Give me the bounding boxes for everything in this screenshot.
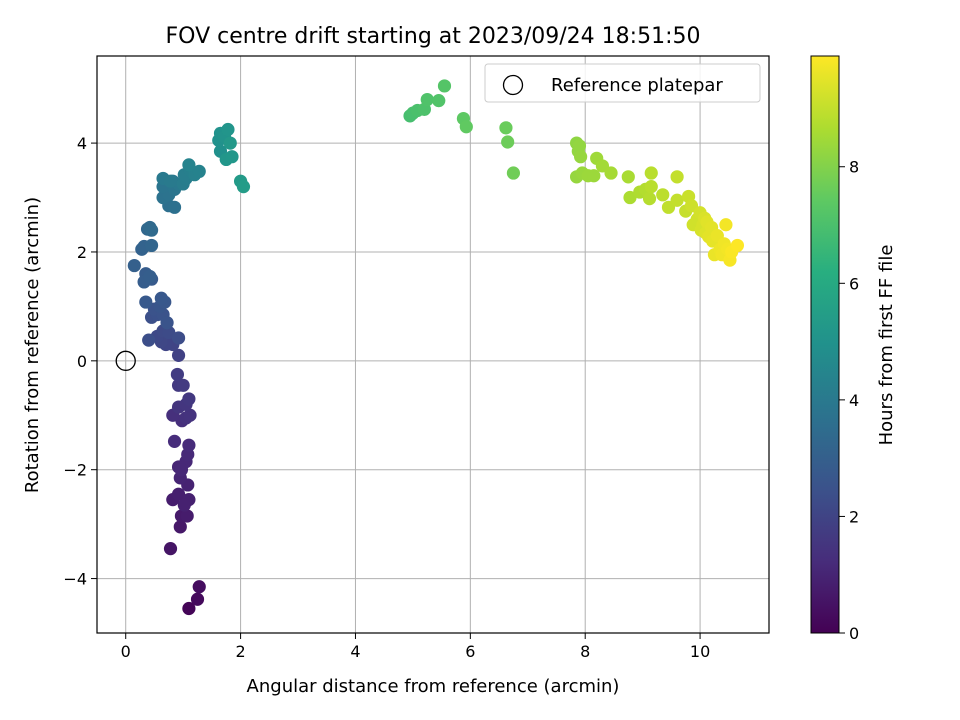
legend-box xyxy=(484,63,761,103)
reference-marker xyxy=(115,350,136,371)
data-point xyxy=(506,166,521,180)
y-axis-ticks: −4 −2 0 2 4 xyxy=(63,134,97,589)
data-point xyxy=(176,378,190,392)
x-axis-title: Angular distance from reference (arcmin) xyxy=(247,676,620,697)
data-point xyxy=(623,190,637,205)
data-point xyxy=(180,509,194,523)
data-point xyxy=(182,392,196,406)
colorbar-tick-label: 0 xyxy=(849,624,859,643)
data-point xyxy=(167,434,182,448)
data-point xyxy=(177,498,191,512)
data-point xyxy=(719,218,733,232)
legend: Reference platepar xyxy=(484,63,761,103)
colorbar-label: Hours from first FF file xyxy=(876,245,897,446)
grid-lines xyxy=(97,56,769,633)
data-point xyxy=(190,592,205,606)
data-point xyxy=(192,580,206,594)
legend-marker xyxy=(502,74,524,96)
data-point xyxy=(171,348,186,362)
data-point xyxy=(183,408,197,422)
data-point xyxy=(604,166,618,180)
data-point xyxy=(167,200,182,214)
data-point xyxy=(432,94,446,108)
x-tick-label: 8 xyxy=(580,642,590,661)
data-point xyxy=(501,135,515,149)
x-tick-label: 6 xyxy=(465,642,475,661)
data-point xyxy=(587,169,601,183)
data-point xyxy=(182,601,196,616)
data-point xyxy=(420,92,434,107)
colorbar-tick-label: 6 xyxy=(849,274,859,293)
data-point xyxy=(163,542,178,556)
data-point xyxy=(182,158,196,172)
data-point xyxy=(142,333,156,347)
reference-point xyxy=(115,350,136,371)
data-point xyxy=(644,166,658,180)
data-point xyxy=(160,316,174,330)
data-point xyxy=(162,325,176,340)
y-tick-label: −2 xyxy=(63,461,87,480)
data-point xyxy=(642,192,657,206)
data-point xyxy=(154,291,168,305)
data-point xyxy=(127,258,141,273)
data-point xyxy=(236,180,251,194)
data-point xyxy=(192,164,206,178)
chart-title: FOV centre drift starting at 2023/09/24 … xyxy=(166,24,701,49)
data-point xyxy=(644,180,658,194)
data-point xyxy=(143,269,157,284)
data-point xyxy=(173,520,187,534)
plot-frame xyxy=(96,55,770,634)
data-point xyxy=(182,438,196,452)
x-tick-label: 4 xyxy=(350,642,360,661)
data-point xyxy=(437,79,452,93)
y-tick-label: −4 xyxy=(63,570,87,589)
data-point xyxy=(171,331,186,345)
data-points xyxy=(127,79,745,616)
data-point xyxy=(459,120,473,134)
data-point xyxy=(572,139,587,153)
data-point xyxy=(221,122,235,137)
data-point xyxy=(225,150,239,164)
data-point xyxy=(574,150,588,164)
colorbar-gradient xyxy=(810,55,840,634)
x-tick-label: 10 xyxy=(690,642,710,661)
x-axis-ticks: 0 2 4 6 8 10 xyxy=(121,633,710,661)
data-point xyxy=(621,170,635,184)
data-point xyxy=(144,223,159,237)
data-point xyxy=(171,487,186,501)
colorbar-ticks: 0 2 4 6 8 xyxy=(839,158,859,643)
data-point xyxy=(656,188,670,202)
y-tick-label: 0 xyxy=(77,352,87,371)
colorbar-tick-label: 8 xyxy=(849,158,859,177)
x-tick-label: 0 xyxy=(121,642,131,661)
data-point xyxy=(499,121,513,135)
data-point xyxy=(670,170,684,184)
colorbar-tick-label: 2 xyxy=(849,507,859,526)
x-tick-label: 2 xyxy=(235,642,245,661)
data-point xyxy=(144,238,159,253)
y-axis-title: Rotation from reference (arcmin) xyxy=(22,197,43,493)
data-point xyxy=(163,174,178,188)
data-point xyxy=(170,367,185,382)
legend-label: Reference platepar xyxy=(551,75,723,96)
data-point xyxy=(670,193,684,207)
data-point xyxy=(139,295,153,309)
y-tick-label: 4 xyxy=(77,134,87,153)
colorbar-tick-label: 4 xyxy=(849,391,859,410)
colorbar: 0 2 4 6 8 Hours from first FF file xyxy=(810,55,897,643)
y-tick-label: 2 xyxy=(77,243,87,262)
data-point xyxy=(174,463,189,477)
data-point xyxy=(730,238,745,253)
data-point xyxy=(223,136,237,150)
